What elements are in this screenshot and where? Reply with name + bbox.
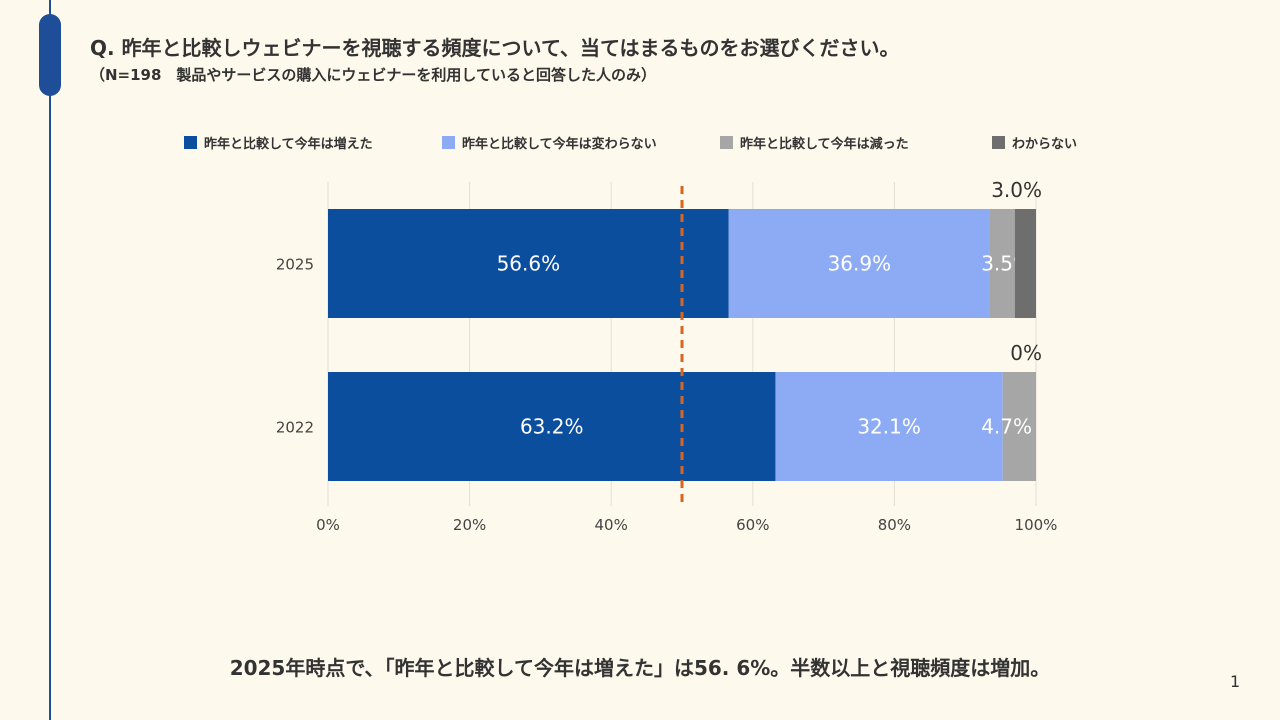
- legend-label-unknown: わからない: [1012, 137, 1078, 152]
- data-label-2022-series-3: 0%: [1010, 341, 1042, 365]
- data-label-2022-series-2: 4.7%: [981, 415, 1032, 439]
- legend-item-unknown: わからない: [992, 133, 1077, 152]
- x-tick-label: 60%: [736, 516, 769, 534]
- data-label-2022-series-0: 63.2%: [520, 415, 584, 439]
- category-label-2022: 2022: [276, 419, 314, 437]
- category-label-2025: 2025: [276, 256, 314, 274]
- legend-item-increased: 昨年と比較して今年は増えた: [184, 133, 373, 152]
- bar-2022-series-1: [775, 372, 1003, 481]
- x-tick-label: 40%: [595, 516, 628, 534]
- legend-label-decreased: 昨年と比較して今年は減った: [740, 137, 909, 152]
- conclusion-text: 2025年時点で、「昨年と比較して今年は増えた」は56. 6%。半数以上と視聴頻…: [229, 656, 1051, 680]
- data-label-2025-series-1: 36.9%: [828, 252, 892, 276]
- bar-2022-series-2: [1002, 372, 1036, 481]
- data-label-2025-series-0: 56.6%: [497, 252, 561, 276]
- legend-swatch-increased: [184, 136, 197, 149]
- page-number: 1: [1230, 672, 1241, 691]
- legend-item-decreased: 昨年と比較して今年は減った: [720, 133, 909, 152]
- bar-2025-series-1: [728, 209, 990, 318]
- bar-2025-series-2: [989, 209, 1015, 318]
- x-tick-label: 80%: [878, 516, 911, 534]
- bar-2025-series-3: [1014, 209, 1036, 318]
- legend-swatch-unknown: [992, 136, 1005, 149]
- x-tick-label: 0%: [316, 516, 340, 534]
- sample-note: （N=198 製品やサービスの購入にウェビナーを利用していると回答した人のみ）: [90, 66, 656, 84]
- side-accent-line: [49, 0, 51, 720]
- question-title: Q. 昨年と比較しウェビナーを視聴する頻度について、当てはまるものをお選びくださ…: [90, 36, 900, 60]
- legend-label-increased: 昨年と比較して今年は増えた: [204, 137, 373, 152]
- x-tick-label: 100%: [1015, 516, 1058, 534]
- legend-item-unchanged: 昨年と比較して今年は変わらない: [442, 133, 657, 152]
- bar-2025-series-0: [328, 209, 729, 318]
- x-tick-label: 20%: [453, 516, 486, 534]
- legend-swatch-decreased: [720, 136, 733, 149]
- bar-2022-series-0: [328, 372, 776, 481]
- data-label-2022-series-1: 32.1%: [857, 415, 921, 439]
- data-label-2025-series-3: 3.0%: [991, 178, 1042, 202]
- legend-label-unchanged: 昨年と比較して今年は変わらない: [462, 137, 657, 152]
- legend-swatch-unchanged: [442, 136, 455, 149]
- side-accent-tab: [39, 14, 61, 96]
